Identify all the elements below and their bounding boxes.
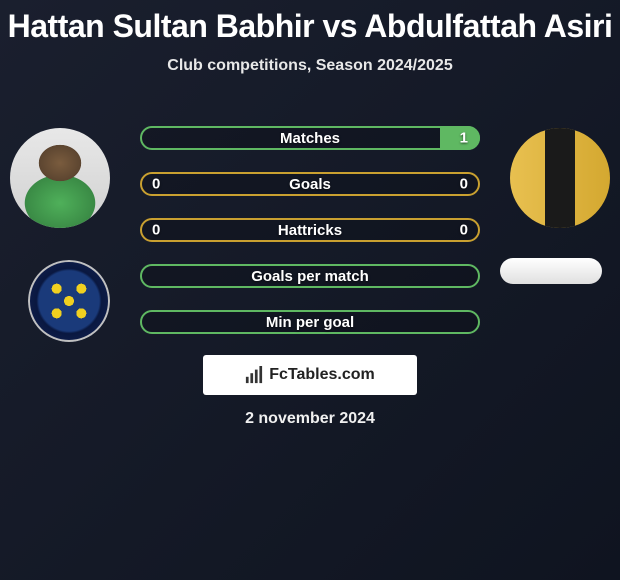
site-logo[interactable]: FcTables.com bbox=[203, 355, 417, 395]
stat-row: Matches 1 bbox=[140, 126, 480, 150]
player-left-avatar bbox=[10, 128, 110, 228]
stat-value-left: 0 bbox=[152, 222, 160, 239]
club-left-badge bbox=[28, 260, 110, 342]
page-subtitle: Club competitions, Season 2024/2025 bbox=[0, 57, 620, 75]
site-logo-text: FcTables.com bbox=[269, 366, 375, 384]
stat-row: 0 Hattricks 0 bbox=[140, 218, 480, 242]
stat-value-right: 0 bbox=[460, 222, 468, 239]
stat-row: 0 Goals 0 bbox=[140, 172, 480, 196]
player-right-avatar bbox=[510, 128, 610, 228]
stat-label: Goals bbox=[289, 176, 331, 193]
stat-label: Min per goal bbox=[266, 314, 354, 331]
player-right-avatar-image bbox=[510, 128, 610, 228]
stat-value-right: 0 bbox=[460, 176, 468, 193]
stat-label: Matches bbox=[280, 130, 340, 147]
stat-value-right: 1 bbox=[460, 130, 468, 147]
stat-value-left: 0 bbox=[152, 176, 160, 193]
club-right-badge bbox=[500, 258, 602, 284]
stat-row: Goals per match bbox=[140, 264, 480, 288]
page-title: Hattan Sultan Babhir vs Abdulfattah Asir… bbox=[0, 0, 620, 45]
stats-panel: Matches 1 0 Goals 0 0 Hattricks 0 Goals per matc… bbox=[140, 126, 480, 356]
stat-label: Goals per match bbox=[251, 268, 369, 285]
club-left-badge-image bbox=[28, 260, 110, 342]
player-left-avatar-image bbox=[10, 128, 110, 228]
stat-label: Hattricks bbox=[278, 222, 342, 239]
stat-row: Min per goal bbox=[140, 310, 480, 334]
chart-icon bbox=[245, 366, 263, 384]
date-text: 2 november 2024 bbox=[0, 410, 620, 428]
